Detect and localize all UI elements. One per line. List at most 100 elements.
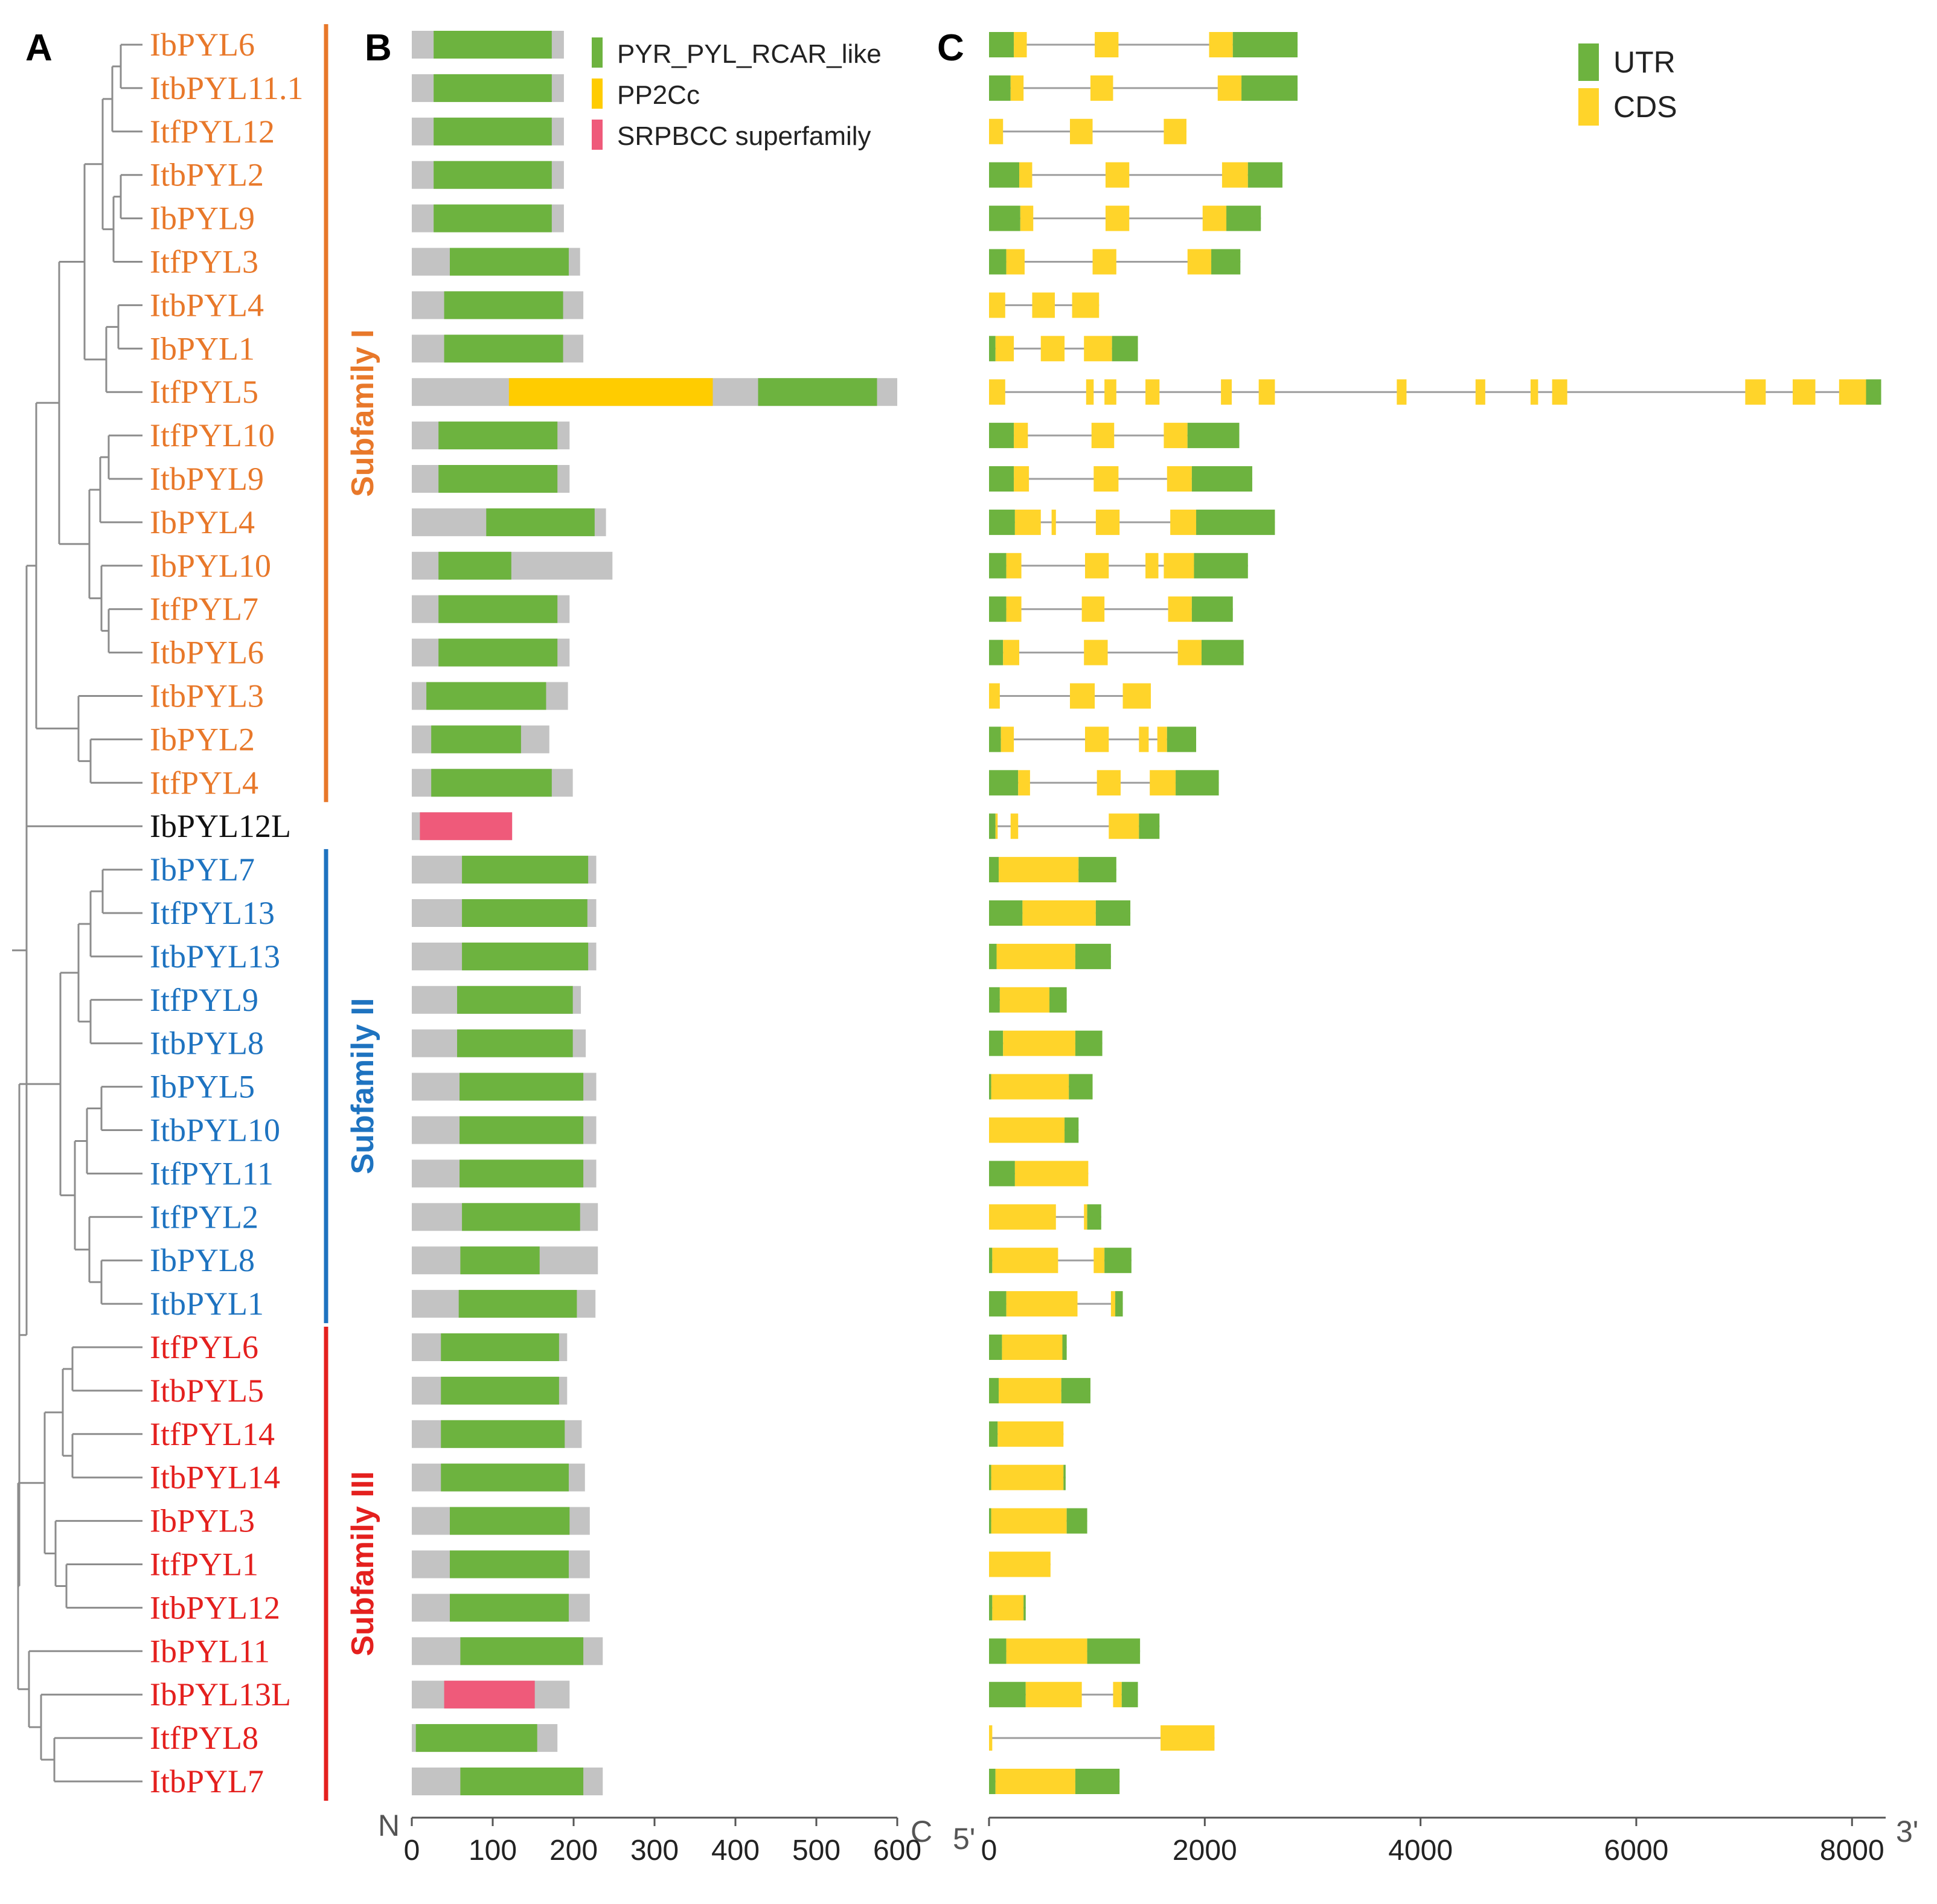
tick-label: 2000 xyxy=(1173,1835,1237,1867)
cds-segment xyxy=(1217,75,1242,101)
cds-segment xyxy=(1006,249,1025,275)
gene-label: ItfPYL8 xyxy=(150,1720,258,1756)
legend-label-pp2cc: PP2Cc xyxy=(617,80,700,110)
utr-segment xyxy=(1075,1769,1120,1794)
cds-segment xyxy=(1552,379,1567,405)
gene-label: ItbPYL5 xyxy=(150,1373,264,1409)
utr-segment xyxy=(1226,205,1261,231)
utr-segment xyxy=(989,75,1011,101)
cds-segment xyxy=(1170,509,1197,535)
cds-segment xyxy=(1014,466,1029,492)
cds-segment xyxy=(1110,1291,1116,1317)
cds-segment xyxy=(1084,639,1108,665)
legend-swatch-srpbcc xyxy=(592,120,603,150)
utr-segment xyxy=(1121,1682,1138,1708)
panel-label-c: C xyxy=(937,27,964,69)
utr-segment xyxy=(989,1291,1007,1317)
utr-segment xyxy=(1065,1117,1079,1143)
legend-label-utr: UTR xyxy=(1613,45,1676,79)
utr-segment xyxy=(989,987,1000,1013)
legend-label-cds: CDS xyxy=(1613,90,1677,124)
utr-segment xyxy=(1196,509,1275,535)
legend-label-pyr: PYR_PYL_RCAR_like xyxy=(617,39,882,69)
utr-segment xyxy=(1201,639,1244,665)
utr-segment xyxy=(989,1248,993,1274)
gene-label: ItbPYL13 xyxy=(150,938,280,975)
gene-label: IbPYL2 xyxy=(150,721,255,757)
cds-segment xyxy=(999,1377,1061,1403)
protein-domain xyxy=(434,117,552,146)
gene-label: ItbPYL3 xyxy=(150,678,264,714)
gene-label: ItbPYL10 xyxy=(150,1112,280,1149)
cds-segment xyxy=(991,1508,1067,1534)
cds-segment xyxy=(1221,162,1248,188)
cds-segment xyxy=(1085,553,1109,579)
utr-segment xyxy=(1232,32,1298,57)
utr-segment xyxy=(989,336,996,362)
protein-domain xyxy=(457,1029,573,1057)
utr-segment xyxy=(989,32,1014,57)
cds-segment xyxy=(997,1421,1064,1447)
utr-segment xyxy=(1115,1291,1123,1317)
protein-domain xyxy=(426,682,546,710)
utr-segment xyxy=(989,726,1001,752)
protein-domain xyxy=(457,986,573,1014)
cds-segment xyxy=(989,1117,1065,1143)
utr-segment xyxy=(989,553,1007,579)
cds-segment xyxy=(1032,292,1055,318)
utr-segment xyxy=(989,1030,1004,1056)
legend-swatch-cds xyxy=(1578,88,1599,126)
protein-domain xyxy=(508,378,713,406)
gene-structure-chart xyxy=(989,32,1881,1794)
protein-domain xyxy=(434,31,552,59)
protein-domain xyxy=(449,1507,570,1535)
gene-label: ItfPYL1 xyxy=(150,1547,258,1583)
protein-domain xyxy=(486,508,595,536)
cds-segment xyxy=(1530,379,1538,405)
gene-label: ItbPYL1 xyxy=(150,1286,264,1322)
gene-label: ItfPYL6 xyxy=(150,1329,258,1365)
protein-domain xyxy=(441,1333,559,1361)
cds-segment xyxy=(1051,509,1056,535)
cds-segment xyxy=(1006,596,1022,622)
subfamily-label: Subfamily II xyxy=(345,998,380,1175)
protein-domain xyxy=(459,1072,584,1101)
protein-domain xyxy=(431,725,521,754)
tick-label: 0 xyxy=(404,1835,420,1867)
utr-segment xyxy=(1866,379,1881,405)
utr-segment xyxy=(989,1335,1002,1360)
protein-domain xyxy=(441,1463,569,1492)
gene-label: ItfPYL12 xyxy=(150,114,275,150)
cds-segment xyxy=(991,1464,1064,1490)
cds-segment xyxy=(989,379,1005,405)
utr-segment xyxy=(989,1682,1026,1708)
cds-segment xyxy=(1150,770,1176,796)
gene-label: ItbPYL4 xyxy=(150,287,264,323)
utr-segment xyxy=(989,1464,991,1490)
cds-segment xyxy=(1157,726,1167,752)
cds-segment xyxy=(1093,1248,1105,1274)
cds-segment xyxy=(1085,726,1109,752)
protein-domain xyxy=(438,551,511,580)
cds-segment xyxy=(1084,336,1112,362)
protein-domain xyxy=(444,335,563,363)
cds-segment xyxy=(992,1248,1058,1274)
protein-domain xyxy=(462,899,588,927)
cds-segment xyxy=(1086,379,1094,405)
utr-segment xyxy=(989,205,1020,231)
utr-segment xyxy=(1211,249,1241,275)
utr-segment xyxy=(1049,987,1067,1013)
utr-segment xyxy=(1075,943,1111,969)
cds-segment xyxy=(1081,596,1105,622)
gene-label: ItfPYL7 xyxy=(150,591,258,627)
utr-segment xyxy=(1087,1204,1101,1230)
gene-label: IbPYL10 xyxy=(150,548,271,584)
cds-segment xyxy=(1020,205,1034,231)
protein-domain xyxy=(459,1159,584,1188)
legend-gene-structure: UTR CDS xyxy=(1578,43,1677,126)
gene-label: IbPYL12L xyxy=(150,808,291,844)
cds-segment xyxy=(999,987,1050,1013)
utr-segment xyxy=(989,509,1015,535)
gene-label: ItbPYL6 xyxy=(150,635,264,671)
